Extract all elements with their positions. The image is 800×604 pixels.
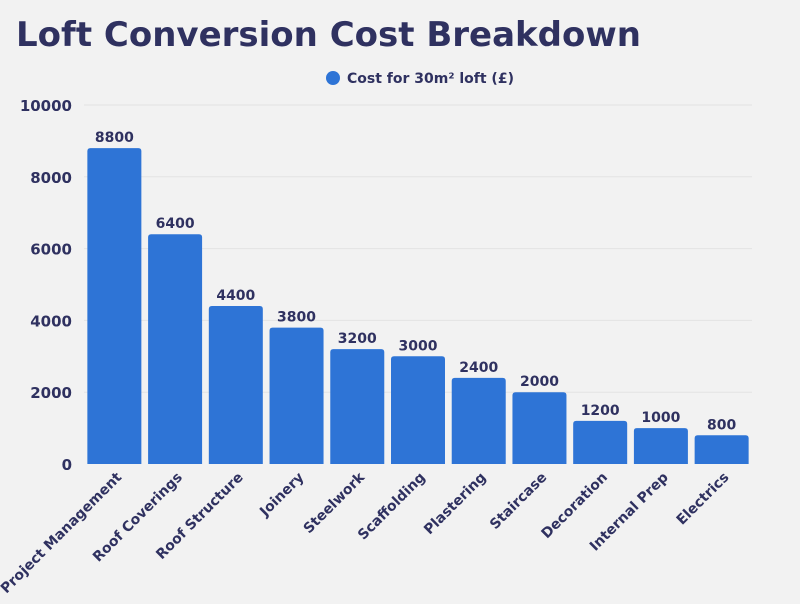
x-tick-label: Joinery [256,470,307,521]
data-label: 1000 [641,410,680,426]
x-tick-label: Electrics [674,470,733,529]
bar [208,306,263,464]
legend-label: Cost for 30m² loft (£) [347,71,514,87]
y-tick-label: 4000 [30,312,72,330]
x-tick-label: Plastering [421,470,489,538]
data-label: 3200 [338,331,377,347]
y-tick-label: 6000 [30,241,72,259]
y-tick-label: 2000 [30,384,72,402]
data-label: 800 [707,417,736,433]
bar [148,234,203,464]
x-tick-label: Staircase [487,470,550,533]
bar [451,377,506,464]
y-tick-label: 8000 [30,169,72,187]
y-tick-label: 0 [62,456,72,474]
x-tick-label: Steelwork [301,469,369,537]
x-tick-label: Project Management [0,469,125,596]
chart-title: Loft Conversion Cost Breakdown [16,15,641,55]
data-label: 8800 [95,130,134,146]
data-label: 6400 [156,216,195,232]
bar [633,428,688,464]
bar [330,349,385,464]
legend: Cost for 30m² loft (£) [326,71,514,87]
legend-swatch [326,71,340,85]
y-tick-label: 10000 [20,97,72,115]
data-label: 2000 [520,374,559,390]
bar [694,435,749,464]
bar [512,392,567,464]
data-label: 2400 [459,360,498,376]
data-label: 3000 [399,338,438,354]
data-label: 3800 [277,310,316,326]
bar [269,327,324,464]
bar [87,148,142,464]
data-label: 1200 [581,403,620,419]
bar [573,420,628,464]
bar [391,356,445,464]
data-label: 4400 [216,288,255,304]
